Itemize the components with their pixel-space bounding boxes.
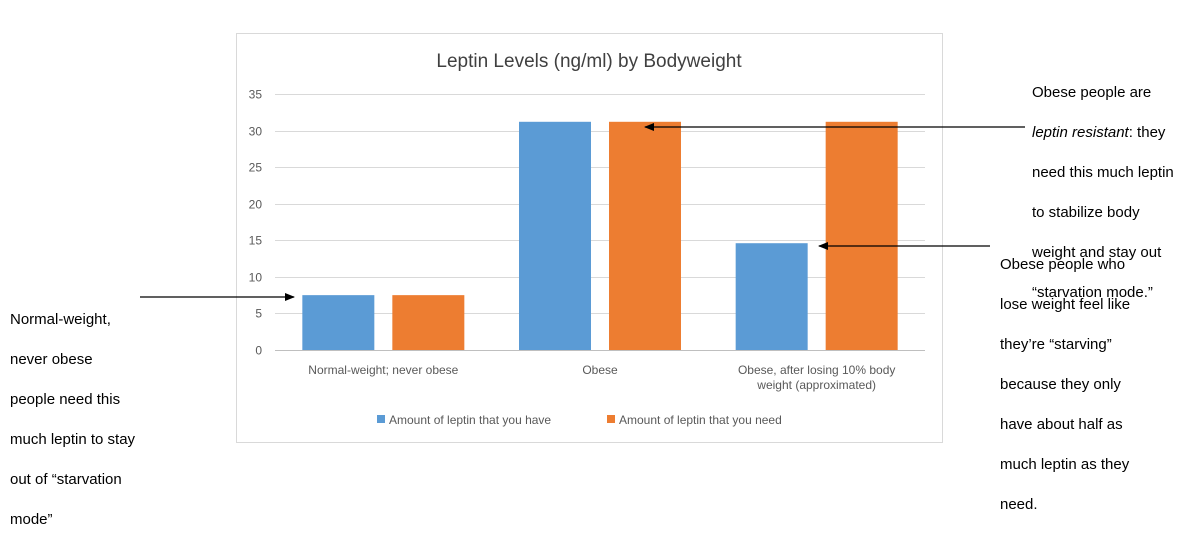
annotation-line: “starvation mode.” bbox=[1032, 284, 1153, 301]
annotation-line: they’re “starving” bbox=[1000, 336, 1112, 353]
annotation-bottom-right: Obese people who lose weight feel like t… bbox=[1000, 235, 1190, 535]
chart-title: Leptin Levels (ng/ml) by Bodyweight bbox=[436, 51, 742, 72]
x-tick-label: Obese bbox=[582, 363, 618, 377]
bar bbox=[825, 121, 898, 351]
annotation-line: weight and stay out bbox=[1032, 244, 1162, 261]
x-tick-label: Normal-weight; never obese bbox=[308, 363, 458, 377]
annotation-line: have about half as bbox=[1000, 416, 1123, 433]
annotation-line: because they only bbox=[1000, 376, 1121, 393]
annotation-line: need this much leptin bbox=[1032, 164, 1174, 181]
annotation-line: need. bbox=[1000, 496, 1038, 513]
y-tick-label: 15 bbox=[249, 234, 263, 248]
annotation-line: leptin resistant: they bbox=[1032, 123, 1197, 143]
annotation-line: to stabilize body bbox=[1032, 204, 1140, 221]
y-tick-label: 25 bbox=[249, 161, 263, 175]
x-tick-label: Obese, after losing 10% body weight (appr… bbox=[738, 363, 895, 392]
bar bbox=[302, 295, 375, 350]
annotation-top-right: Obese people are leptin resistant: they … bbox=[1032, 63, 1197, 323]
annotation-emphasis: leptin resistant bbox=[1032, 124, 1129, 141]
bar bbox=[735, 243, 808, 350]
y-tick-label: 5 bbox=[255, 307, 262, 321]
annotation-line: out of “starvation bbox=[10, 471, 122, 488]
annotation-line: never obese bbox=[10, 351, 93, 368]
annotation-line: Obese people who bbox=[1000, 256, 1126, 273]
annotation-line: Normal-weight, bbox=[10, 311, 111, 328]
annotation-line: mode” bbox=[10, 511, 53, 528]
bar bbox=[609, 121, 681, 351]
y-tick-label: 0 bbox=[255, 344, 262, 358]
y-tick-label: 10 bbox=[249, 271, 263, 285]
y-tick-label: 30 bbox=[249, 125, 263, 139]
legend-label: Amount of leptin that you need bbox=[619, 413, 782, 427]
annotation-line: much leptin as they bbox=[1000, 456, 1130, 473]
y-tick-label: 35 bbox=[249, 88, 263, 102]
legend-swatch bbox=[607, 415, 615, 423]
annotation-line: lose weight feel like bbox=[1000, 296, 1131, 313]
bar bbox=[519, 121, 591, 351]
annotation-line: Obese people are bbox=[1032, 84, 1152, 101]
annotation-text: : they bbox=[1128, 124, 1166, 141]
legend-label: Amount of leptin that you have bbox=[389, 413, 551, 427]
annotation-line: much leptin to stay bbox=[10, 431, 136, 448]
y-tick-label: 20 bbox=[249, 198, 263, 212]
legend-swatch bbox=[377, 415, 385, 423]
bar bbox=[392, 295, 465, 350]
chart: Leptin Levels (ng/ml) by Bodyweight 0 5 10… bbox=[140, 33, 1025, 443]
annotation-left: Normal-weight, never obese people need t… bbox=[10, 290, 170, 550]
annotation-line: people need this bbox=[10, 391, 121, 408]
